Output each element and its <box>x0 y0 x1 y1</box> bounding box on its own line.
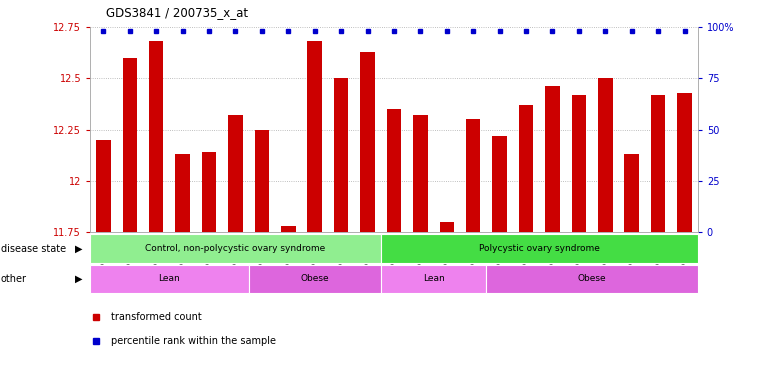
Bar <box>381 234 698 263</box>
Bar <box>381 265 486 293</box>
Bar <box>413 115 427 232</box>
Text: disease state: disease state <box>1 243 66 254</box>
Text: ▶: ▶ <box>74 274 82 284</box>
Bar <box>249 265 381 293</box>
Bar <box>149 41 164 232</box>
Bar <box>96 140 111 232</box>
Text: Obese: Obese <box>300 275 329 283</box>
Bar <box>624 154 639 232</box>
Bar <box>387 109 401 232</box>
Text: Lean: Lean <box>158 275 180 283</box>
Bar <box>361 51 375 232</box>
Text: Obese: Obese <box>578 275 606 283</box>
Text: Polycystic ovary syndrome: Polycystic ovary syndrome <box>479 244 600 253</box>
Bar <box>255 130 269 232</box>
Bar <box>572 95 586 232</box>
Bar <box>492 136 507 232</box>
Text: percentile rank within the sample: percentile rank within the sample <box>111 336 277 346</box>
Bar <box>122 58 137 232</box>
Bar <box>651 95 666 232</box>
Text: transformed count: transformed count <box>111 312 202 322</box>
Bar <box>486 265 698 293</box>
Bar <box>598 78 612 232</box>
Bar <box>90 265 249 293</box>
Bar <box>90 234 381 263</box>
Bar <box>307 41 322 232</box>
Text: other: other <box>1 274 27 284</box>
Bar <box>677 93 691 232</box>
Text: Lean: Lean <box>423 275 445 283</box>
Text: Control, non-polycystic ovary syndrome: Control, non-polycystic ovary syndrome <box>145 244 325 253</box>
Bar <box>545 86 560 232</box>
Text: GDS3841 / 200735_x_at: GDS3841 / 200735_x_at <box>106 6 248 19</box>
Bar <box>519 105 533 232</box>
Text: ▶: ▶ <box>74 243 82 254</box>
Bar <box>176 154 190 232</box>
Bar <box>466 119 481 232</box>
Bar <box>334 78 348 232</box>
Bar <box>281 226 296 232</box>
Bar <box>440 222 454 232</box>
Bar <box>201 152 216 232</box>
Bar <box>228 115 243 232</box>
